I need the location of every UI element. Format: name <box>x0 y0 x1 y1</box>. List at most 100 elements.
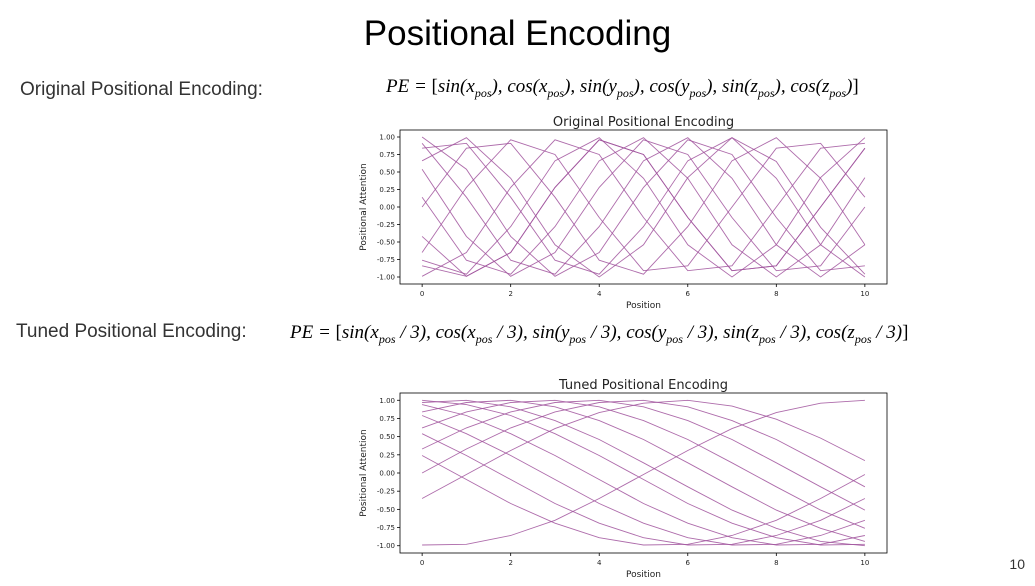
formula-segment: / 3), <box>775 322 816 343</box>
tuned-encoding-chart: Tuned Positional Encoding 1.00 0.75 0.50 0.2… <box>359 378 888 580</box>
series-group <box>421 399 866 547</box>
formula-segment: cos(y <box>649 76 690 97</box>
y-tick-label: 0.25 <box>379 451 395 459</box>
formula-segment: cos(y <box>626 322 667 343</box>
slide-title: Positional Encoding <box>363 14 672 53</box>
formula-segment: pos <box>616 85 634 100</box>
formula-segment: [ <box>335 322 342 343</box>
x-tick-label: 8 <box>774 290 778 298</box>
formula-segment: ] <box>852 76 859 97</box>
formula-segment: pos <box>757 85 775 100</box>
page-number: 10 <box>1009 556 1025 572</box>
formula-segment: ] <box>902 322 909 343</box>
y-tick-label: 1.00 <box>379 134 395 142</box>
chart-title: Tuned Positional Encoding <box>558 378 728 393</box>
y-tick-label: -1.00 <box>377 274 395 282</box>
plot-frame <box>399 392 888 554</box>
formula-segment: ), <box>564 76 580 97</box>
series-line <box>421 399 866 488</box>
x-tick-label: 0 <box>420 559 424 567</box>
formula-segment: pos <box>378 331 396 346</box>
x-tick-label: 2 <box>508 559 512 567</box>
y-tick-label: -1.00 <box>377 542 395 550</box>
formula-segment: / 3), <box>395 322 436 343</box>
x-tick-label: 2 <box>508 290 512 298</box>
formula-segment: pos <box>758 331 776 346</box>
tuned-formula: PE = [sin(xpos / 3), cos(xpos / 3), sin(… <box>290 322 908 347</box>
y-tick-label: -0.75 <box>377 256 395 264</box>
series-line <box>422 137 866 278</box>
y-tick-label: 1.00 <box>379 397 395 405</box>
formula-segment: sin(y <box>579 76 617 97</box>
x-tick-label: 4 <box>597 559 602 567</box>
x-tick-label: 10 <box>860 290 869 298</box>
chart-title: Original Positional Encoding <box>553 115 734 130</box>
series-line <box>421 139 866 272</box>
series-line <box>421 137 866 278</box>
formula-segment: cos(z <box>790 76 830 97</box>
series-line <box>421 433 866 546</box>
series-line <box>421 137 866 275</box>
formula-segment: pos <box>474 85 492 100</box>
formula-segment: / 3), <box>682 322 724 343</box>
series-line <box>421 137 866 278</box>
formula-segment: pos <box>569 331 587 346</box>
formula-segment: / 3) <box>871 322 903 343</box>
formula-segment: / 3), <box>492 322 533 343</box>
y-tick-label: 0.50 <box>379 433 395 441</box>
y-tick-label: -0.25 <box>377 488 395 496</box>
series-line <box>421 137 866 278</box>
formula-segment: ) <box>846 76 853 97</box>
x-tick-label: 6 <box>686 559 691 567</box>
formula-segment: cos(x <box>507 76 548 97</box>
formula-segment: ), <box>491 76 508 97</box>
formula-segment: PE = <box>386 76 432 97</box>
formula-segment: ), <box>774 76 791 97</box>
x-tick-label: 0 <box>420 290 424 298</box>
series-line <box>421 139 866 277</box>
series-group <box>421 136 866 278</box>
series-line <box>422 399 866 542</box>
formula-segment: sin(x <box>437 76 475 97</box>
series-line <box>421 399 866 499</box>
series-line <box>421 136 865 277</box>
original-encoding-label: Original Positional Encoding: <box>20 79 263 100</box>
formula-segment: sin(z <box>723 322 759 343</box>
formula-segment: sin(x <box>341 322 379 343</box>
series-line <box>421 455 866 546</box>
series-line <box>422 399 865 546</box>
x-tick-label: 10 <box>860 559 869 567</box>
y-tick-label: 0.75 <box>379 415 395 423</box>
series-line <box>421 137 866 278</box>
series-line <box>421 404 865 546</box>
series-line <box>422 399 865 546</box>
series-line <box>421 139 866 277</box>
series-line <box>422 399 865 547</box>
formula-segment: pos <box>689 85 707 100</box>
formula-segment: pos <box>854 331 872 346</box>
original-formula: PE = [sin(xpos), cos(xpos), sin(ypos), c… <box>386 76 859 101</box>
formula-segment: sin(y <box>532 322 570 343</box>
formula-segment: pos <box>829 85 847 100</box>
formula-segment: cos(x <box>435 322 476 343</box>
y-tick-label: -0.25 <box>377 221 395 229</box>
series-line <box>421 399 866 511</box>
formula-segment: PE = <box>290 322 336 343</box>
y-tick-label: 0.25 <box>379 186 395 194</box>
y-tick-label: 0.00 <box>379 470 395 478</box>
y-tick-label: -0.75 <box>377 524 395 532</box>
formula-segment: / 3), <box>586 322 627 343</box>
x-tick-label: 6 <box>686 290 691 298</box>
formula-segment: ), <box>633 76 650 97</box>
formula-segment: pos <box>547 85 565 100</box>
x-tick-label: 4 <box>597 290 602 298</box>
formula-segment: pos <box>475 331 493 346</box>
series-line <box>421 139 865 277</box>
formula-segment: ), <box>706 76 722 97</box>
y-axis-label: Positional Attention <box>359 163 369 250</box>
y-tick-label: 0.75 <box>379 151 395 159</box>
x-tick-label: 8 <box>774 559 778 567</box>
y-tick-label: -0.50 <box>377 239 395 247</box>
tuned-encoding-label: Tuned Positional Encoding: <box>16 321 247 342</box>
series-line <box>421 399 866 529</box>
